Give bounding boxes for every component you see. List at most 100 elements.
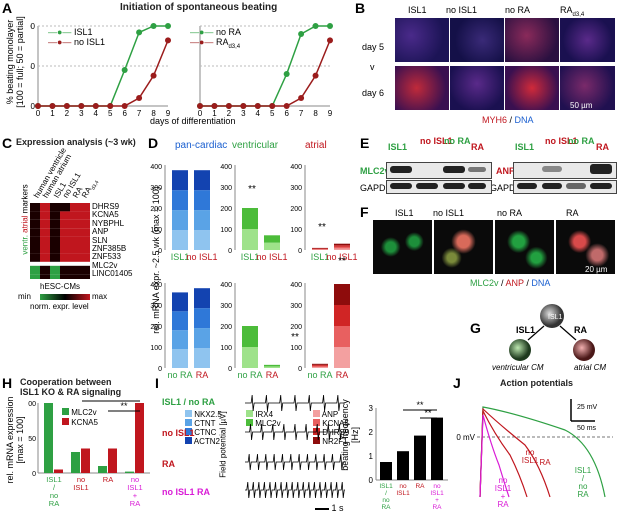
panel-a-xtick-1: 9 xyxy=(328,109,333,118)
panel-c-heat-cell xyxy=(30,228,40,237)
panel-d-group-vent: ventricular xyxy=(232,140,279,151)
panel-a-xtick-0: 1 xyxy=(50,109,55,118)
panel-b-row-day6: day 6 xyxy=(362,88,385,98)
panel-c-heat-cell xyxy=(40,228,50,237)
panel-b-col-nora: no RA xyxy=(505,5,531,15)
panel-d-bar-seg xyxy=(334,284,350,305)
panel-d-bar-seg xyxy=(334,243,350,246)
panel-d-bar-seg xyxy=(264,366,280,368)
panel-d-xlabel: RA xyxy=(266,370,279,380)
panel-h-ytick: 50 xyxy=(28,436,36,443)
panel-d-bar-seg xyxy=(242,229,258,250)
panel-a-chart: 05010001234567890123456789 xyxy=(30,22,333,118)
panel-a-ytick: 50 xyxy=(30,62,36,71)
panel-d-bar-seg xyxy=(172,349,188,368)
panel-a-point xyxy=(327,37,333,44)
panel-h-sig: * xyxy=(109,395,113,401)
panel-c-heat-cell xyxy=(40,203,50,212)
panel-j-label-3: RA xyxy=(497,500,509,509)
panel-i-ytick: 0 xyxy=(369,476,374,485)
panel-c-heat-cell xyxy=(40,236,50,245)
panel-h-legend: MLC2v KCNA5 xyxy=(62,408,98,428)
panel-d-bar-seg xyxy=(334,347,350,368)
panel-a-point xyxy=(49,103,56,109)
panel-d-tick: 0 xyxy=(228,366,232,373)
panel-a-xtick-0: 5 xyxy=(108,109,113,118)
panel-c-scale-label: norm. expr. level xyxy=(30,302,89,311)
panel-c-heat-cell xyxy=(30,211,40,220)
panel-j-label-0: ISL1 xyxy=(575,466,592,475)
panel-d-tick: 200 xyxy=(290,206,302,213)
panel-a-legend-left: —●— ISL1 —●— no ISL1 xyxy=(48,27,105,47)
panel-label-f: F xyxy=(360,204,369,220)
panel-a-line-0-1 xyxy=(38,40,169,107)
panel-a-point xyxy=(254,103,261,109)
panel-j-ap-1 xyxy=(479,407,551,498)
panel-c-heat-cell xyxy=(70,211,80,220)
panel-a-xtick-1: 7 xyxy=(299,109,304,118)
panel-d-tick: 0 xyxy=(158,248,162,255)
panel-c-heat-cell xyxy=(30,219,40,229)
panel-a-point xyxy=(121,103,128,109)
panel-c-heat-cell xyxy=(30,265,40,275)
panel-h-bar xyxy=(81,448,90,473)
panel-a-point xyxy=(269,103,276,109)
panel-d-bar-seg xyxy=(194,210,210,231)
panel-e-col-nora: no RA xyxy=(444,136,471,146)
panel-i-xlabel: + xyxy=(435,497,439,504)
panel-label-d: D xyxy=(148,135,159,151)
panel-e-blot-mlc2v xyxy=(386,162,492,179)
panel-d-bar-seg xyxy=(194,230,210,250)
panel-a-point xyxy=(197,103,203,109)
panel-a-xtick-1: 5 xyxy=(270,109,275,118)
panel-d-tick: 300 xyxy=(220,185,232,192)
panel-d-bar-seg xyxy=(312,366,328,368)
panel-h-bar xyxy=(125,471,134,473)
panel-e-row-gapdh: GAPDH xyxy=(360,183,393,193)
panel-c-heat-cell xyxy=(50,228,60,237)
panel-g-diagram: ISL1 ISL1 RA xyxy=(509,304,595,361)
panel-i-ylabel: Field potential [µV] xyxy=(218,411,228,478)
panel-g-left-arrow: ISL1 xyxy=(516,325,535,335)
panel-c-heat-cell xyxy=(30,236,40,245)
panel-d-xlabel: RA xyxy=(196,370,209,380)
panel-d-tick: 0 xyxy=(298,366,302,373)
panel-f-scalebar: 20 µm xyxy=(585,265,608,274)
panel-g-atrial-cell xyxy=(573,339,595,361)
panel-c-side-label: ventr. atrial markers xyxy=(20,184,30,255)
panel-label-i: I xyxy=(155,375,159,391)
panel-a-point xyxy=(211,103,218,109)
panel-g-right-cell: atrial CM xyxy=(574,363,607,372)
panel-g-progenitor xyxy=(540,304,564,328)
panel-a-point xyxy=(312,72,319,79)
panel-d-tick: 100 xyxy=(290,345,302,352)
panel-c-heat-cell xyxy=(40,219,50,229)
panel-d-bar-seg xyxy=(172,210,188,231)
panel-d-tick: 100 xyxy=(220,345,232,352)
panel-i-xlabel: RA xyxy=(415,483,425,490)
panel-d-bar-seg xyxy=(312,365,328,367)
panel-a-point xyxy=(78,103,85,109)
panel-label-a: A xyxy=(2,0,13,16)
panel-e-col-noisl1-r: no ISL1 xyxy=(545,136,578,146)
panel-c-heat-cell xyxy=(40,253,50,262)
panel-j-scale-mv: 25 mV xyxy=(577,404,598,411)
panel-b-row-v: v xyxy=(370,62,375,72)
panel-i-xlabel: ISL1 xyxy=(430,490,444,497)
panel-a-xtick-1: 2 xyxy=(227,109,232,118)
panel-i-xlabel: no xyxy=(382,497,390,504)
panel-c-heat-cell xyxy=(50,211,60,220)
panel-d-bar-seg xyxy=(242,347,258,368)
panel-a-point xyxy=(327,23,333,29)
panel-i-timebar: 1 s xyxy=(315,503,344,513)
panel-d-xlabel: no ISL1 xyxy=(186,252,217,262)
panel-f-stain-legend: MLC2v / ANP / DNA xyxy=(470,278,551,288)
panel-a-xtick-0: 9 xyxy=(166,109,171,118)
panel-e-col-isl1: ISL1 xyxy=(388,142,408,152)
panel-h-xlabel: ISL1 xyxy=(46,475,61,484)
panel-j-label-1: no xyxy=(526,448,535,457)
panel-a-point xyxy=(312,23,319,29)
panel-h-xlabel: ISL1 xyxy=(127,483,142,492)
panel-a-point xyxy=(283,71,290,77)
